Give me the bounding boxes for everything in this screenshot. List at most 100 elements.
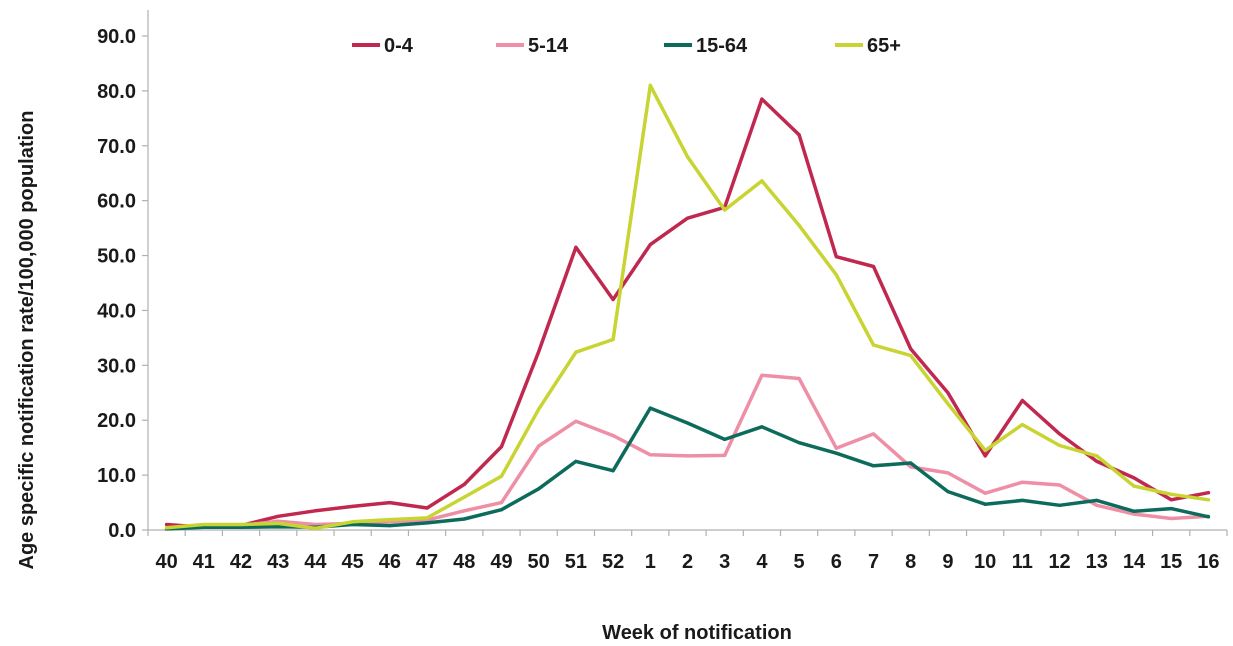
data-point-5-14 (871, 432, 876, 436)
y-tick-label: 70.0 (97, 136, 136, 158)
series-line-65 (164, 83, 1211, 531)
data-point-0-4 (648, 242, 652, 247)
data-point-5-14 (983, 491, 987, 495)
x-tick-label: 8 (905, 551, 916, 573)
data-point-65 (574, 350, 578, 354)
data-point-65 (537, 407, 541, 411)
x-tick-label: 42 (230, 551, 252, 573)
data-point-65 (1057, 443, 1062, 448)
data-point-15-64 (1169, 506, 1173, 511)
x-tick-label: 11 (1012, 551, 1033, 573)
data-point-65 (909, 353, 913, 358)
data-point-0-4 (574, 245, 578, 249)
x-tick-label: 12 (1048, 551, 1070, 573)
x-tick-label: 4 (756, 551, 768, 573)
data-point-0-4 (165, 522, 169, 527)
data-point-5-14 (946, 471, 950, 475)
data-point-0-4 (909, 347, 913, 351)
data-point-15-64 (537, 487, 541, 491)
data-point-5-14 (537, 444, 541, 448)
data-point-15-64 (909, 461, 913, 465)
data-point-15-64 (834, 451, 838, 455)
data-point-65 (165, 526, 169, 530)
data-point-15-64 (983, 502, 987, 506)
x-tick-label: 41 (193, 551, 215, 573)
data-point-15-64 (1132, 509, 1136, 513)
x-tick-label: 52 (602, 551, 624, 573)
data-point-15-64 (723, 437, 727, 442)
data-point-65 (723, 208, 727, 212)
x-tick-label: 5 (794, 551, 805, 573)
x-tick-label: 13 (1086, 551, 1108, 573)
data-point-0-4 (276, 514, 280, 518)
data-point-65 (611, 337, 615, 342)
x-tick-label: 46 (379, 551, 401, 573)
data-point-15-64 (388, 524, 392, 528)
y-tick-label: 20.0 (97, 410, 136, 432)
axes-layer: 0.0 10.0 20.0 30.0 40.0 50.0 60.0 70.0 80.0 90.0 4… (97, 10, 1228, 573)
data-point-15-64 (462, 517, 466, 521)
data-point-65 (313, 526, 318, 530)
data-point-0-4 (946, 391, 950, 395)
x-tick-label: 7 (868, 551, 879, 573)
data-point-15-64 (499, 508, 504, 512)
data-point-15-64 (1206, 515, 1210, 519)
data-point-65 (834, 273, 838, 277)
data-point-5-14 (648, 453, 652, 457)
data-point-5-14 (834, 446, 838, 450)
data-point-0-4 (1020, 398, 1024, 403)
x-tick-label: 49 (490, 551, 512, 573)
x-tick-label: 10 (974, 551, 996, 573)
data-point-65 (797, 223, 801, 227)
data-point-15-64 (1020, 498, 1024, 502)
y-tick-label: 50.0 (97, 246, 136, 268)
y-tick-label: 90.0 (97, 26, 136, 48)
x-tick-label: 14 (1123, 551, 1146, 573)
data-point-0-4 (537, 350, 541, 354)
data-point-5-14 (1020, 480, 1024, 484)
data-point-0-4 (462, 482, 466, 487)
data-point-15-64 (202, 525, 206, 529)
data-point-65 (239, 522, 243, 527)
data-point-65 (871, 343, 876, 347)
data-point-5-14 (611, 433, 615, 438)
data-point-65 (351, 520, 355, 524)
data-point-15-64 (871, 464, 876, 468)
data-point-0-4 (1057, 432, 1062, 436)
data-point-15-64 (685, 421, 690, 425)
data-point-0-4 (313, 509, 318, 513)
data-point-0-4 (351, 504, 355, 508)
data-point-5-14 (723, 453, 727, 457)
x-tick-label: 16 (1197, 551, 1219, 573)
data-point-15-64 (1057, 503, 1062, 507)
data-point-15-64 (574, 459, 578, 463)
data-point-0-4 (797, 133, 801, 137)
series-line-0-4 (164, 97, 1211, 530)
data-point-0-4 (871, 264, 876, 269)
data-point-65 (1206, 498, 1210, 502)
data-point-15-64 (425, 521, 429, 525)
data-point-15-64 (946, 489, 950, 494)
data-point-65 (388, 517, 392, 522)
data-point-65 (1169, 492, 1173, 496)
data-point-5-14 (1057, 483, 1062, 487)
data-point-5-14 (499, 500, 504, 505)
x-tick-label: 9 (942, 551, 953, 573)
data-point-0-4 (499, 444, 504, 449)
data-point-65 (983, 448, 987, 453)
data-point-0-4 (1169, 498, 1173, 502)
data-point-15-64 (797, 441, 801, 445)
legend: 0-4 5-14 15-64 65+ (352, 35, 901, 57)
data-point-5-14 (685, 454, 690, 458)
x-tick-label: 15 (1160, 551, 1182, 573)
data-point-65 (499, 474, 504, 478)
legend-label-15-64: 15-64 (696, 35, 748, 57)
data-point-65 (946, 402, 950, 406)
data-point-5-14 (574, 419, 578, 423)
legend-label-5-14: 5-14 (528, 35, 569, 57)
x-axis-title: Week of notification (602, 622, 792, 644)
x-tick-label: 51 (565, 551, 587, 573)
data-point-5-14 (1169, 516, 1173, 521)
